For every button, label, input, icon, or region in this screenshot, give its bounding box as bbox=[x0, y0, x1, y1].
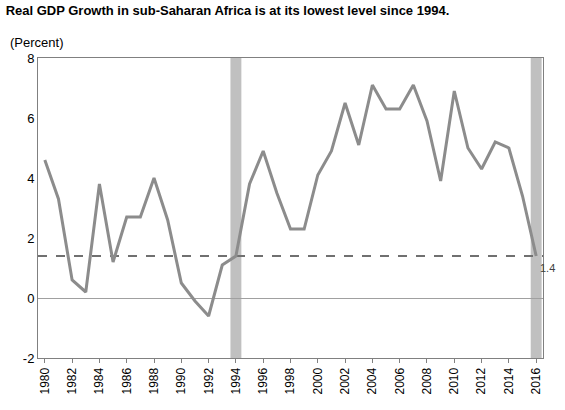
svg-text:2012: 2012 bbox=[474, 367, 488, 394]
svg-text:1.4: 1.4 bbox=[540, 262, 555, 274]
svg-text:1992: 1992 bbox=[202, 367, 216, 394]
svg-text:1986: 1986 bbox=[120, 367, 134, 394]
svg-text:1980: 1980 bbox=[38, 367, 52, 394]
svg-text:2: 2 bbox=[27, 231, 34, 246]
svg-text:Real GDP Growth in sub-Saharan: Real GDP Growth in sub-Saharan Africa is… bbox=[6, 3, 450, 18]
svg-text:2014: 2014 bbox=[502, 367, 516, 394]
svg-text:2008: 2008 bbox=[420, 367, 434, 394]
svg-text:2010: 2010 bbox=[447, 367, 461, 394]
svg-text:2002: 2002 bbox=[338, 367, 352, 394]
svg-text:1982: 1982 bbox=[65, 367, 79, 394]
svg-text:2016: 2016 bbox=[529, 367, 543, 394]
svg-text:1994: 1994 bbox=[229, 367, 243, 394]
svg-text:0: 0 bbox=[27, 291, 34, 306]
svg-text:2004: 2004 bbox=[365, 367, 379, 394]
svg-text:2000: 2000 bbox=[311, 367, 325, 394]
svg-text:1990: 1990 bbox=[174, 367, 188, 394]
svg-text:2006: 2006 bbox=[393, 367, 407, 394]
svg-text:8: 8 bbox=[27, 51, 34, 66]
svg-text:-2: -2 bbox=[23, 351, 35, 366]
svg-text:(Percent): (Percent) bbox=[10, 35, 63, 50]
svg-text:4: 4 bbox=[27, 171, 34, 186]
svg-text:1998: 1998 bbox=[283, 367, 297, 394]
svg-text:1988: 1988 bbox=[147, 367, 161, 394]
svg-text:6: 6 bbox=[27, 111, 34, 126]
svg-text:1984: 1984 bbox=[92, 367, 106, 394]
svg-text:1996: 1996 bbox=[256, 367, 270, 394]
